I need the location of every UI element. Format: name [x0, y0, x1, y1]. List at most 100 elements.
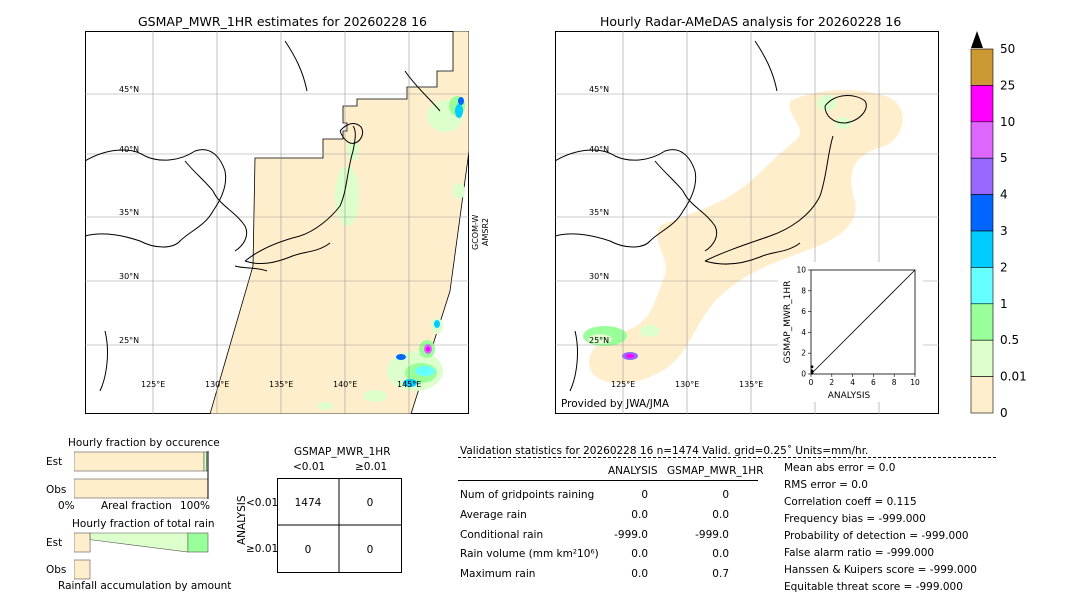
- bar-segment: [89, 532, 189, 553]
- svg-text:40°N: 40°N: [589, 145, 609, 154]
- right-map-title: Hourly Radar-AMeDAS analysis for 2026022…: [600, 14, 902, 29]
- svg-text:40°N: 40°N: [119, 145, 139, 154]
- colorbar-label: 5: [1000, 151, 1008, 165]
- left-grid: [85, 31, 469, 414]
- radar-rain: [583, 95, 851, 360]
- colorbar-segment: [970, 339, 994, 377]
- validation-divider: [458, 457, 996, 458]
- colorbar-label: 10: [1000, 115, 1015, 129]
- svg-text:145°E: 145°E: [397, 380, 421, 389]
- svg-text:130°E: 130°E: [205, 380, 229, 389]
- inset-scatter: 0 2 4 6 8 10 0 2 4 6 8 10 ANALYSIS GSMAP_MWR_1HR: [778, 262, 923, 402]
- stat-gsmap: -999.0: [695, 529, 729, 541]
- occurrence-x-right: 100%: [180, 500, 211, 512]
- svg-text:30°N: 30°N: [589, 272, 609, 281]
- colorbar-over-arrow: [971, 31, 983, 48]
- cell-false-alarm: 0: [367, 497, 374, 509]
- svg-text:135°E: 135°E: [739, 380, 763, 389]
- occurrence-x-left: 0%: [58, 500, 75, 512]
- left-lon-labels: 125°E 130°E 135°E 140°E 145°E: [141, 380, 421, 389]
- total-title: Hourly fraction of total rain: [72, 518, 215, 530]
- bar-segment: [203, 451, 207, 472]
- left-map: 45°N 40°N 35°N 30°N 25°N 125°E 130°E 135…: [85, 31, 469, 414]
- inset-points: [810, 365, 814, 375]
- colorbar-label: 2: [1000, 260, 1008, 274]
- right-lat-labels: 45°N 40°N 35°N 30°N 25°N: [589, 85, 609, 345]
- cell-hit: 0: [367, 544, 374, 556]
- occurrence-x-mid: Areal fraction: [101, 500, 172, 512]
- svg-text:30°N: 30°N: [119, 272, 139, 281]
- cell-hit-none: 1474: [295, 497, 322, 509]
- colorbar-label: 3: [1000, 224, 1008, 238]
- colorbar-labels: 50 25 10 5 4 3 2 1 0.5 0.01 0: [1000, 42, 1026, 418]
- inset-ytick-label: 4: [801, 328, 806, 337]
- bar-segment: [187, 532, 209, 553]
- stat-gsmap: 0.7: [712, 568, 729, 580]
- stat-label: Rain volume (mm km²10⁶): [460, 548, 599, 560]
- left-lat-labels: 45°N 40°N 35°N 30°N 25°N: [119, 85, 139, 345]
- inset-ticks: 0 2 4 6 8 10 0 2 4 6 8 10: [796, 266, 920, 388]
- score-rmse: RMS error = 0.0: [784, 479, 868, 491]
- validation-header: Validation statistics for 20260228 16 n=…: [460, 445, 869, 457]
- colorbar-segment: [970, 157, 994, 195]
- svg-text:35°N: 35°N: [119, 208, 139, 217]
- inset-ytick-label: 0: [801, 370, 806, 379]
- colorbar-segment: [970, 230, 994, 268]
- score-far: False alarm ratio = -999.000: [784, 547, 935, 559]
- inset-ylabel: GSMAP_MWR_1HR: [783, 281, 793, 364]
- colorbar-segment: [970, 267, 994, 305]
- colorbar-segment: [970, 48, 994, 86]
- svg-text:45°N: 45°N: [589, 85, 609, 94]
- inset-ytick-label: 6: [801, 307, 806, 316]
- colorbar-label: 4: [1000, 188, 1008, 202]
- score-freq-bias: Frequency bias = -999.000: [784, 513, 926, 525]
- contingency-grid: 1474 0 0 0: [277, 478, 402, 573]
- inset-ytick-label: 10: [796, 266, 806, 275]
- inset-xtick-label: 0: [809, 378, 814, 387]
- inset-xtick-label: 8: [892, 378, 897, 387]
- provider-credit: Provided by JWA/JMA: [561, 398, 670, 410]
- svg-text:45°N: 45°N: [119, 85, 139, 94]
- stat-analysis: 0.0: [631, 509, 648, 521]
- contingency-side-label: ANALYSIS: [236, 495, 248, 545]
- total-bars: [74, 532, 209, 580]
- total-row-est: Est: [46, 537, 63, 549]
- validation-col-analysis: ANALYSIS: [608, 465, 658, 477]
- colorbar-label: 1: [1000, 297, 1008, 311]
- colorbar-label: 50: [1000, 42, 1015, 56]
- scatter-point: [810, 365, 814, 369]
- inset-xtick-label: 4: [850, 378, 855, 387]
- right-lon-labels: 125°E 130°E 135°E: [611, 380, 763, 389]
- contingency-row-1: <0.01: [246, 497, 279, 509]
- inset-ytick-label: 2: [801, 349, 806, 358]
- validation-col-gsmap: GSMAP_MWR_1HR: [667, 465, 764, 477]
- contingency-title: GSMAP_MWR_1HR: [294, 446, 391, 458]
- inset-xtick-label: 6: [871, 378, 876, 387]
- occurrence-title: Hourly fraction by occurence: [68, 437, 220, 449]
- inset-xtick-label: 2: [829, 378, 834, 387]
- colorbar-segments: [970, 48, 994, 414]
- validation-col-rule: [458, 480, 758, 481]
- colorbar-segment: [970, 194, 994, 232]
- total-row-obs: Obs: [46, 564, 67, 576]
- stat-analysis: -999.0: [614, 529, 648, 541]
- colorbar-segment: [970, 85, 994, 123]
- svg-text:25°N: 25°N: [589, 336, 609, 345]
- bar-segment: [74, 559, 91, 580]
- colorbar-segment: [970, 303, 994, 341]
- stat-analysis: 0.0: [631, 568, 648, 580]
- svg-text:125°E: 125°E: [611, 380, 635, 389]
- score-ets: Equitable threat score = -999.000: [784, 581, 963, 593]
- radar-coverage: [589, 89, 903, 384]
- left-map-title: GSMAP_MWR_1HR estimates for 20260228 16: [138, 14, 427, 29]
- stat-gsmap: 0: [722, 489, 729, 501]
- rain-blobs: [317, 96, 465, 410]
- svg-text:125°E: 125°E: [141, 380, 165, 389]
- left-coastline: [85, 40, 441, 392]
- colorbar-label: 0.01: [1000, 370, 1026, 384]
- svg-text:35°N: 35°N: [589, 208, 609, 217]
- stat-analysis: 0.0: [631, 548, 648, 560]
- contingency-row-2: ≥0.01: [246, 543, 279, 555]
- score-hk: Hanssen & Kuipers score = -999.000: [784, 564, 977, 576]
- score-corr: Correlation coeff = 0.115: [784, 496, 917, 508]
